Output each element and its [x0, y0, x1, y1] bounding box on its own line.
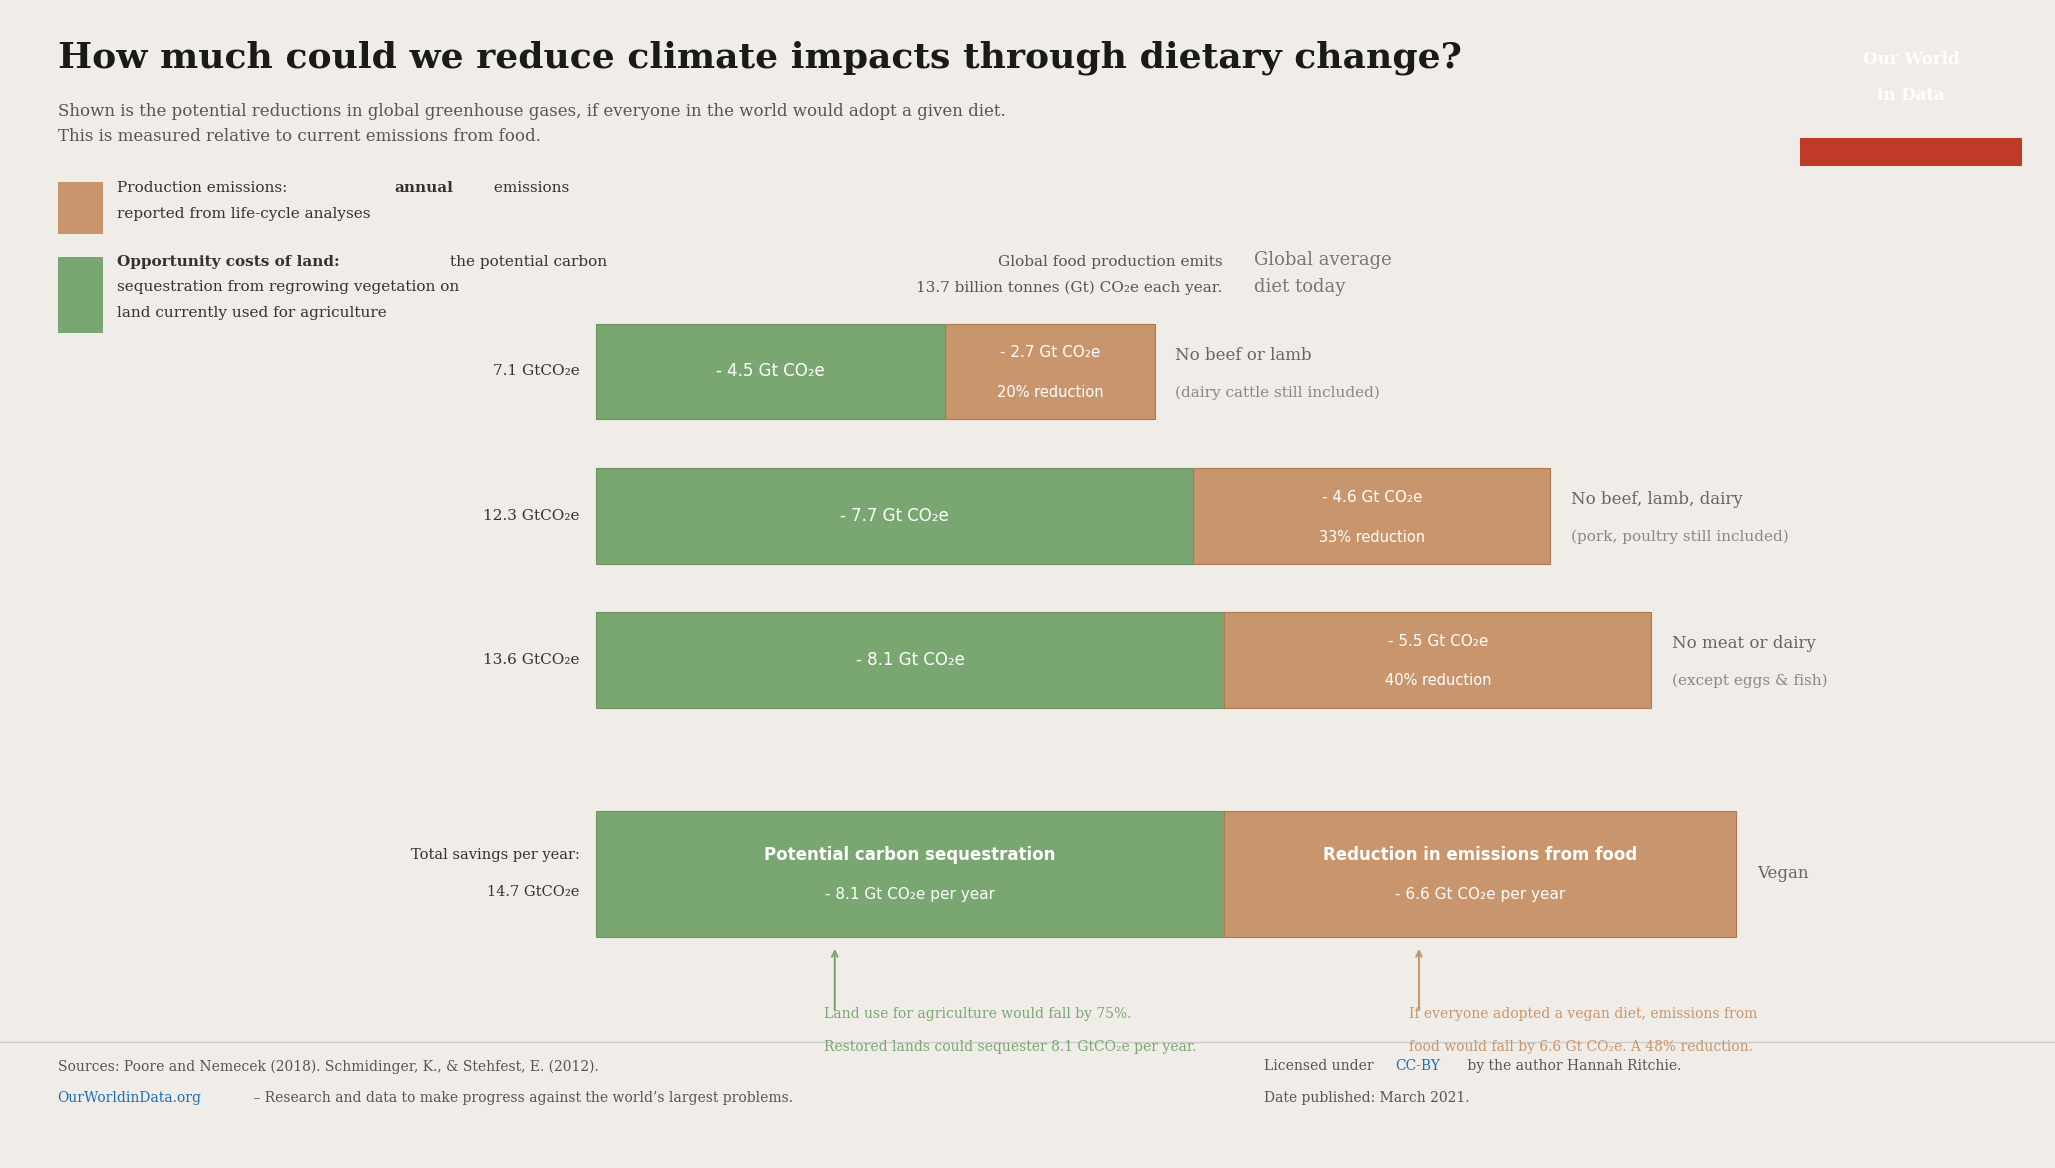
Text: - 7.7 Gt CO₂e: - 7.7 Gt CO₂e — [840, 507, 949, 526]
Text: in Data: in Data — [1876, 88, 1946, 104]
Text: sequestration from regrowing vegetation on: sequestration from regrowing vegetation … — [117, 280, 460, 294]
Bar — [58, 257, 103, 333]
Bar — [58, 182, 103, 234]
Bar — [596, 324, 945, 419]
Text: No beef, lamb, dairy: No beef, lamb, dairy — [1570, 492, 1743, 508]
Text: (except eggs & fish): (except eggs & fish) — [1671, 674, 1827, 688]
Text: 13.6 GtCO₂e: 13.6 GtCO₂e — [483, 653, 580, 667]
Text: No beef or lamb: No beef or lamb — [1175, 347, 1311, 363]
Text: - 5.5 Gt CO₂e: - 5.5 Gt CO₂e — [1387, 634, 1488, 648]
Text: - 4.5 Gt CO₂e: - 4.5 Gt CO₂e — [715, 362, 824, 381]
Text: Opportunity costs of land:: Opportunity costs of land: — [117, 255, 345, 269]
Text: Potential carbon sequestration: Potential carbon sequestration — [764, 846, 1056, 864]
Text: emissions: emissions — [489, 181, 569, 195]
Text: diet today: diet today — [1254, 278, 1344, 296]
Text: 33% reduction: 33% reduction — [1319, 530, 1424, 544]
Text: the potential carbon: the potential carbon — [450, 255, 606, 269]
Text: Sources: Poore and Nemecek (2018). Schmidinger, K., & Stehfest, E. (2012).: Sources: Poore and Nemecek (2018). Schmi… — [58, 1059, 598, 1073]
Text: 40% reduction: 40% reduction — [1385, 674, 1492, 688]
Text: Date published: March 2021.: Date published: March 2021. — [1264, 1091, 1469, 1105]
Text: – Research and data to make progress against the world’s largest problems.: – Research and data to make progress aga… — [249, 1091, 793, 1105]
Text: - 4.6 Gt CO₂e: - 4.6 Gt CO₂e — [1321, 491, 1422, 505]
Bar — [1800, 138, 2022, 166]
Text: Vegan: Vegan — [1757, 865, 1808, 882]
Text: 12.3 GtCO₂e: 12.3 GtCO₂e — [483, 509, 580, 523]
Text: Total savings per year:: Total savings per year: — [411, 848, 580, 862]
Text: food would fall by 6.6 Gt CO₂e. A 48% reduction.: food would fall by 6.6 Gt CO₂e. A 48% re… — [1410, 1040, 1753, 1054]
Text: Restored lands could sequester 8.1 GtCO₂e per year.: Restored lands could sequester 8.1 GtCO₂… — [824, 1040, 1196, 1054]
Text: OurWorldinData.org: OurWorldinData.org — [58, 1091, 201, 1105]
Bar — [1225, 811, 1736, 937]
Text: (pork, poultry still included): (pork, poultry still included) — [1570, 530, 1788, 544]
Text: reported from life-cycle analyses: reported from life-cycle analyses — [117, 207, 370, 221]
Bar — [945, 324, 1155, 419]
Text: Land use for agriculture would fall by 75%.: Land use for agriculture would fall by 7… — [824, 1007, 1132, 1021]
Text: 7.1 GtCO₂e: 7.1 GtCO₂e — [493, 364, 580, 378]
Text: Our World: Our World — [1862, 50, 1960, 68]
Text: Production emissions:: Production emissions: — [117, 181, 292, 195]
Text: Global food production emits: Global food production emits — [999, 255, 1223, 269]
Text: (dairy cattle still included): (dairy cattle still included) — [1175, 385, 1381, 399]
Text: How much could we reduce climate impacts through dietary change?: How much could we reduce climate impacts… — [58, 41, 1461, 76]
Bar — [1225, 612, 1650, 708]
Text: - 8.1 Gt CO₂e: - 8.1 Gt CO₂e — [855, 651, 964, 669]
Bar — [1194, 468, 1549, 564]
Text: - 6.6 Gt CO₂e per year: - 6.6 Gt CO₂e per year — [1395, 888, 1566, 902]
Text: Reduction in emissions from food: Reduction in emissions from food — [1323, 846, 1638, 864]
Text: If everyone adopted a vegan diet, emissions from: If everyone adopted a vegan diet, emissi… — [1410, 1007, 1757, 1021]
Text: annual: annual — [395, 181, 454, 195]
Bar — [596, 612, 1225, 708]
Text: 13.7 billion tonnes (Gt) CO₂e each year.: 13.7 billion tonnes (Gt) CO₂e each year. — [917, 280, 1223, 294]
Text: No meat or dairy: No meat or dairy — [1671, 635, 1815, 652]
Text: - 8.1 Gt CO₂e per year: - 8.1 Gt CO₂e per year — [826, 888, 995, 902]
Text: land currently used for agriculture: land currently used for agriculture — [117, 306, 386, 320]
Text: by the author Hannah Ritchie.: by the author Hannah Ritchie. — [1463, 1059, 1681, 1073]
Text: Shown is the potential reductions in global greenhouse gases, if everyone in the: Shown is the potential reductions in glo… — [58, 103, 1005, 120]
Bar — [596, 468, 1194, 564]
Text: Global average: Global average — [1254, 251, 1391, 269]
Bar — [596, 811, 1225, 937]
Text: CC-BY: CC-BY — [1395, 1059, 1441, 1073]
Text: 20% reduction: 20% reduction — [997, 385, 1104, 399]
Text: - 2.7 Gt CO₂e: - 2.7 Gt CO₂e — [999, 346, 1099, 360]
Text: Licensed under: Licensed under — [1264, 1059, 1377, 1073]
Text: 14.7 GtCO₂e: 14.7 GtCO₂e — [487, 885, 580, 899]
Text: This is measured relative to current emissions from food.: This is measured relative to current emi… — [58, 128, 540, 146]
